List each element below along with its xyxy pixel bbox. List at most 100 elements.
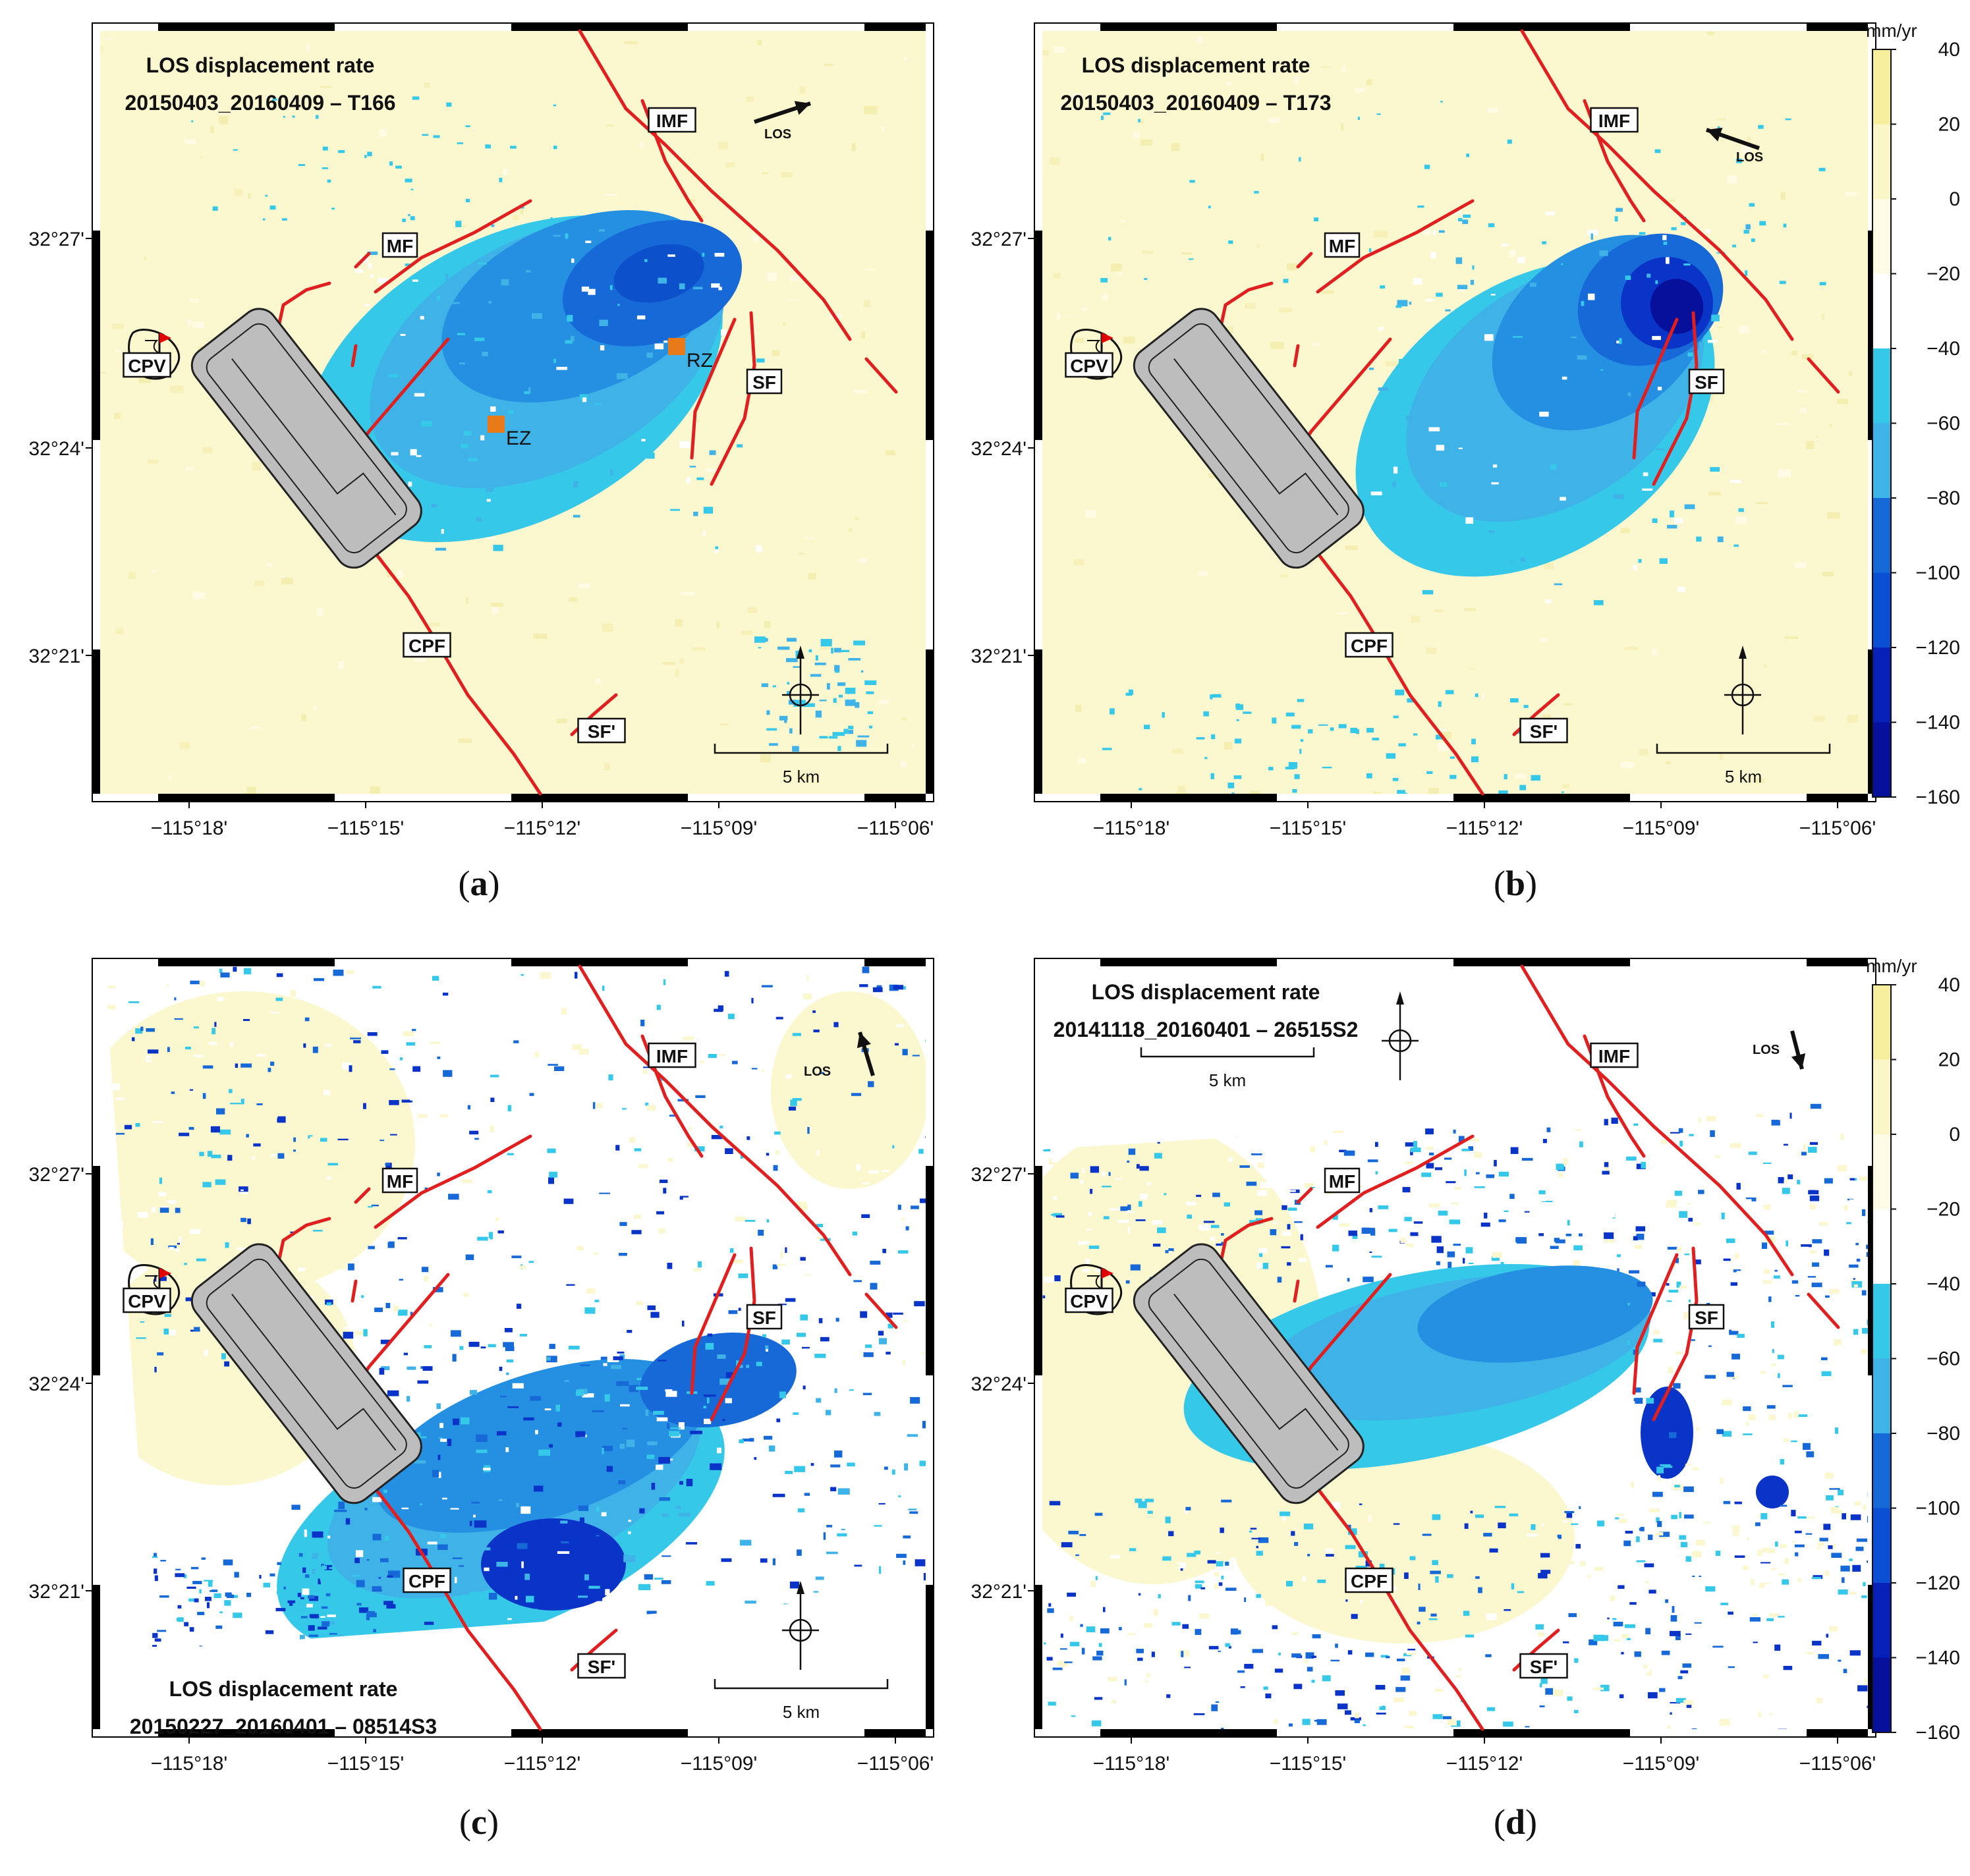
noise-n-c <box>660 1311 665 1318</box>
edge-noise-a <box>478 262 487 265</box>
noise-s-c <box>327 1614 336 1617</box>
noise-e-d <box>1731 1354 1740 1360</box>
edge-noise-b <box>1657 387 1662 391</box>
noise-n-c <box>619 1222 627 1227</box>
noise-n-c <box>237 1248 244 1250</box>
noise-n-c <box>211 1028 215 1035</box>
noise-b <box>1312 343 1321 346</box>
noise-n-c <box>270 1012 280 1014</box>
noise-e-d <box>1838 1489 1843 1495</box>
noise-n-d <box>1480 1223 1492 1227</box>
edge-noise-b <box>1492 464 1498 468</box>
noise-s-d <box>1782 1579 1789 1585</box>
noise-n-c <box>271 995 274 997</box>
patch-s-b <box>1449 756 1455 759</box>
noise-s-d <box>1060 1511 1063 1516</box>
patch-nw-a <box>298 164 305 166</box>
edge-noise-b <box>1674 518 1683 524</box>
noise-n-c <box>507 1105 512 1112</box>
noise-n-c <box>873 1342 883 1346</box>
patch-se-a <box>833 648 841 653</box>
edge-noise-b <box>1560 503 1564 509</box>
noise-s-c <box>772 1493 785 1497</box>
noise-n-c <box>202 1093 206 1099</box>
patch-nw-a <box>272 98 277 101</box>
noise-n-c <box>561 1008 567 1014</box>
noise-n-d <box>1429 1152 1434 1155</box>
patch-s-b <box>1235 704 1241 708</box>
noise-n-d <box>1042 1295 1046 1299</box>
patch-se-a <box>803 703 815 707</box>
noise-n-d <box>1421 1172 1432 1177</box>
noise-n-d <box>1410 1147 1421 1153</box>
noise-e-d <box>1648 1247 1654 1254</box>
noise-s-d <box>1164 1652 1167 1656</box>
noise-n-c <box>235 1063 239 1068</box>
noise-n-c <box>202 1182 211 1188</box>
noise-s-d <box>1477 1653 1479 1658</box>
colorbar-band-bottom <box>1872 1284 1891 1359</box>
noise-b <box>1539 638 1548 642</box>
noise-s-c <box>602 1448 604 1454</box>
noise-s-d <box>1119 1626 1122 1630</box>
noise-s-d <box>1857 1685 1868 1692</box>
noise-b <box>1739 326 1749 334</box>
fault-imf <box>1520 29 1794 341</box>
noise-sw-c <box>263 1582 270 1587</box>
noise-s-c <box>312 1553 319 1559</box>
noise-b <box>1829 424 1832 428</box>
noise-s-d <box>1184 1508 1188 1514</box>
noise-n-c <box>495 1217 499 1221</box>
noise-s-d <box>1185 1506 1191 1510</box>
noise-n-c <box>168 1245 177 1248</box>
noise-s-d <box>1629 1602 1637 1605</box>
noise-s-d <box>1249 1530 1252 1533</box>
noise-n-d <box>1695 1259 1701 1265</box>
noise-n-c <box>442 992 449 996</box>
noise-s-c <box>606 1466 613 1472</box>
noise-s-d <box>1547 1537 1558 1539</box>
noise-e-d <box>1833 1466 1839 1471</box>
noise-n-d <box>1186 1201 1196 1205</box>
noise-s-d <box>1292 1632 1299 1636</box>
edge-noise-b <box>1517 257 1525 263</box>
noise-a <box>808 573 816 580</box>
noise-n-c <box>578 1048 589 1055</box>
x-tick-label: −115°12' <box>1446 817 1523 839</box>
noise-a <box>764 621 771 628</box>
noise-s-d <box>1615 1517 1619 1520</box>
noise-s-c <box>302 1588 310 1595</box>
noise-n-d <box>1454 1186 1461 1190</box>
noise-n-d <box>1810 1250 1816 1254</box>
noise-n-c <box>532 1203 538 1209</box>
noise-s-d <box>1535 1624 1544 1630</box>
noise-n-d <box>1467 1127 1474 1130</box>
noise-n-c <box>124 1124 132 1130</box>
noise-a <box>151 570 156 572</box>
noise-n-d <box>1538 1190 1546 1195</box>
noise-s-d <box>1816 1697 1822 1703</box>
noise-b <box>1195 105 1207 111</box>
noise-n-d <box>1791 1280 1799 1284</box>
noise-b <box>1847 715 1858 723</box>
noise-s-c <box>678 1422 685 1430</box>
noise-s-d <box>1556 1712 1566 1719</box>
noise-n-d <box>1534 1194 1538 1200</box>
noise-n-c <box>169 1246 175 1250</box>
noise-b <box>1562 784 1569 788</box>
scale-bar-line <box>1656 744 1831 754</box>
noise-s-d <box>1311 1655 1316 1658</box>
noise-n-d <box>1492 1252 1502 1258</box>
noise-sw-c <box>283 1557 291 1559</box>
noise-s-d <box>1400 1675 1411 1681</box>
noise-n-d <box>1486 1174 1495 1178</box>
noise-n-c <box>901 1217 905 1221</box>
noise-e-d <box>1683 1312 1693 1319</box>
noise-n-d <box>1394 1131 1403 1133</box>
noise-sw-c <box>152 1645 157 1647</box>
noise-s-c <box>907 1407 918 1413</box>
map-b: −115°18' −115°15' −115°12' −115°09' −115°06'… <box>971 22 1876 839</box>
x-tick-label: −115°18' <box>1093 1753 1169 1775</box>
noise-n-c <box>859 984 868 987</box>
edge-noise-b <box>1545 599 1552 604</box>
